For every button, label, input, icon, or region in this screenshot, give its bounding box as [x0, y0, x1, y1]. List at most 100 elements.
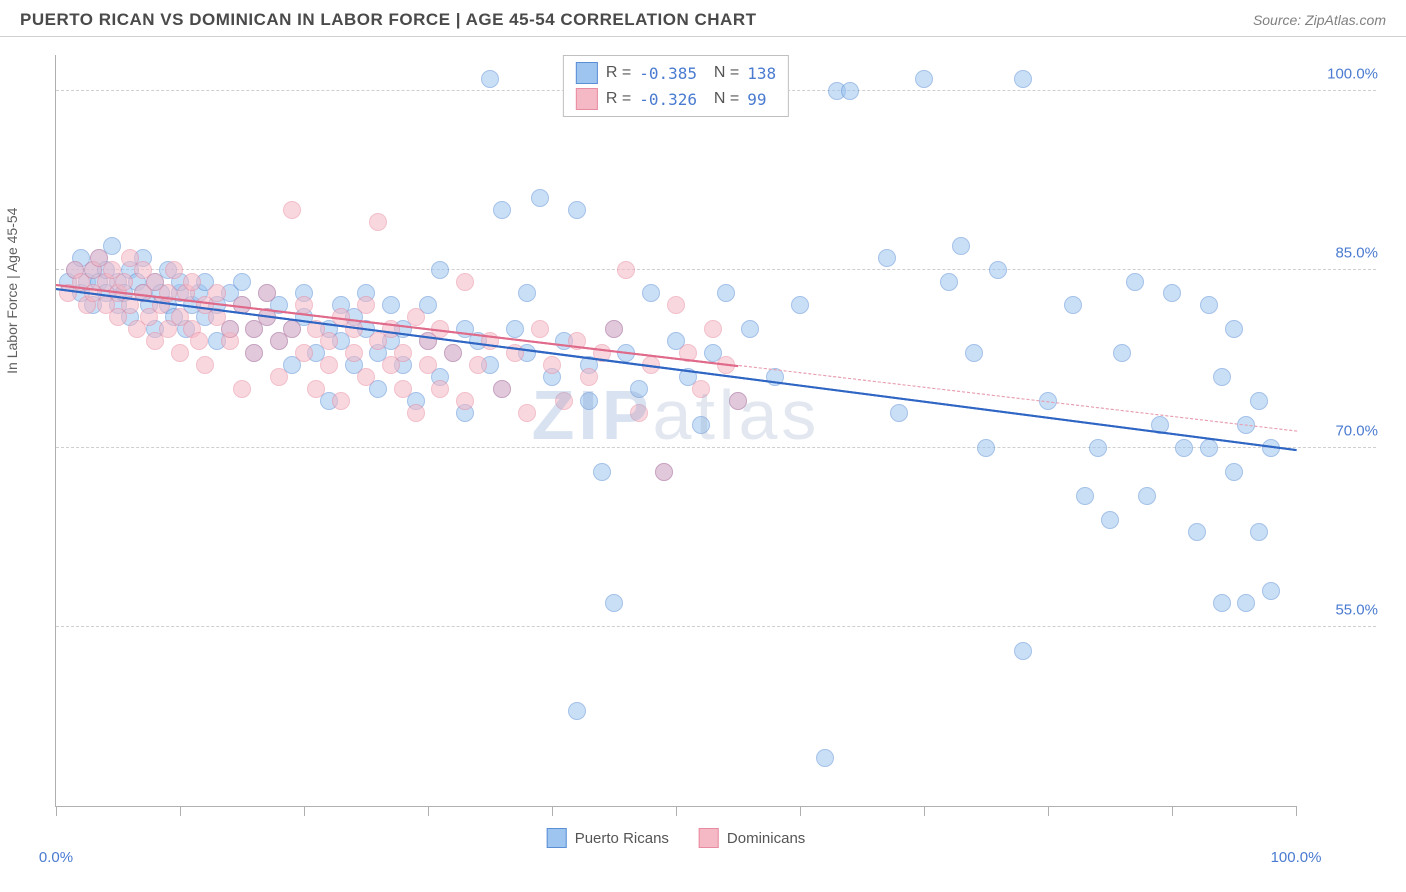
data-point [841, 82, 859, 100]
data-point [1213, 368, 1231, 386]
data-point [531, 189, 549, 207]
legend-item: Dominicans [699, 828, 805, 848]
data-point [1076, 487, 1094, 505]
swatch-dom [576, 88, 598, 110]
x-tick [304, 806, 305, 816]
data-point [407, 308, 425, 326]
stat-n-dom: 99 [747, 90, 766, 109]
data-point [580, 392, 598, 410]
legend-swatch [699, 828, 719, 848]
data-point [469, 356, 487, 374]
data-point [1163, 284, 1181, 302]
x-tick [56, 806, 57, 816]
data-point [357, 368, 375, 386]
data-point [692, 380, 710, 398]
y-tick-label: 70.0% [1335, 423, 1378, 440]
y-tick-label: 85.0% [1335, 244, 1378, 261]
data-point [332, 392, 350, 410]
data-point [444, 344, 462, 362]
data-point [307, 380, 325, 398]
stat-n-label: N = [705, 64, 739, 82]
data-point [977, 439, 995, 457]
data-point [270, 368, 288, 386]
data-point [431, 261, 449, 279]
data-point [233, 380, 251, 398]
data-point [208, 284, 226, 302]
stat-r-pr: -0.385 [639, 64, 697, 83]
x-tick [1172, 806, 1173, 816]
data-point [456, 273, 474, 291]
stat-r-label: R = [606, 64, 631, 82]
stats-row-dom: R = -0.326 N = 99 [576, 86, 776, 112]
data-point [667, 296, 685, 314]
data-point [1200, 439, 1218, 457]
data-point [1225, 463, 1243, 481]
legend-label: Dominicans [727, 830, 805, 847]
data-point [456, 392, 474, 410]
data-point [642, 284, 660, 302]
stat-n-pr: 138 [747, 64, 776, 83]
data-point [407, 404, 425, 422]
data-point [295, 344, 313, 362]
data-point [704, 320, 722, 338]
data-point [630, 380, 648, 398]
x-tick-label: 0.0% [39, 849, 73, 866]
data-point [568, 702, 586, 720]
data-point [493, 380, 511, 398]
stats-row-pr: R = -0.385 N = 138 [576, 60, 776, 86]
stats-legend: R = -0.385 N = 138 R = -0.326 N = 99 [563, 55, 789, 117]
data-point [320, 356, 338, 374]
plot-region: ZIPatlas R = -0.385 N = 138 R = -0.326 N… [55, 55, 1296, 807]
data-point [791, 296, 809, 314]
data-point [196, 356, 214, 374]
x-tick [552, 806, 553, 816]
data-point [518, 284, 536, 302]
data-point [481, 70, 499, 88]
data-point [617, 261, 635, 279]
data-point [394, 344, 412, 362]
y-tick-label: 55.0% [1335, 602, 1378, 619]
data-point [692, 416, 710, 434]
data-point [1101, 511, 1119, 529]
data-point [1188, 523, 1206, 541]
x-tick [180, 806, 181, 816]
data-point [543, 356, 561, 374]
data-point [1250, 392, 1268, 410]
data-point [394, 380, 412, 398]
data-point [605, 594, 623, 612]
data-point [1138, 487, 1156, 505]
legend-item: Puerto Ricans [547, 828, 669, 848]
data-point [221, 320, 239, 338]
data-point [357, 296, 375, 314]
data-point [1113, 344, 1131, 362]
x-tick [1296, 806, 1297, 816]
data-point [1262, 582, 1280, 600]
gridline [56, 626, 1376, 627]
data-point [1014, 70, 1032, 88]
data-point [171, 344, 189, 362]
data-point [320, 332, 338, 350]
data-point [245, 344, 263, 362]
x-tick [1048, 806, 1049, 816]
data-point [940, 273, 958, 291]
data-point [1250, 523, 1268, 541]
data-point [506, 320, 524, 338]
y-axis-label: In Labor Force | Age 45-54 [4, 207, 20, 373]
data-point [1089, 439, 1107, 457]
swatch-pr [576, 62, 598, 84]
data-point [1200, 296, 1218, 314]
data-point [1213, 594, 1231, 612]
data-point [580, 368, 598, 386]
data-point [965, 344, 983, 362]
data-point [1175, 439, 1193, 457]
data-point [915, 70, 933, 88]
data-point [816, 749, 834, 767]
legend-swatch [547, 828, 567, 848]
source-label: Source: ZipAtlas.com [1253, 12, 1386, 28]
x-tick [428, 806, 429, 816]
data-point [1225, 320, 1243, 338]
y-tick-label: 100.0% [1327, 65, 1378, 82]
data-point [493, 201, 511, 219]
data-point [890, 404, 908, 422]
x-tick [924, 806, 925, 816]
